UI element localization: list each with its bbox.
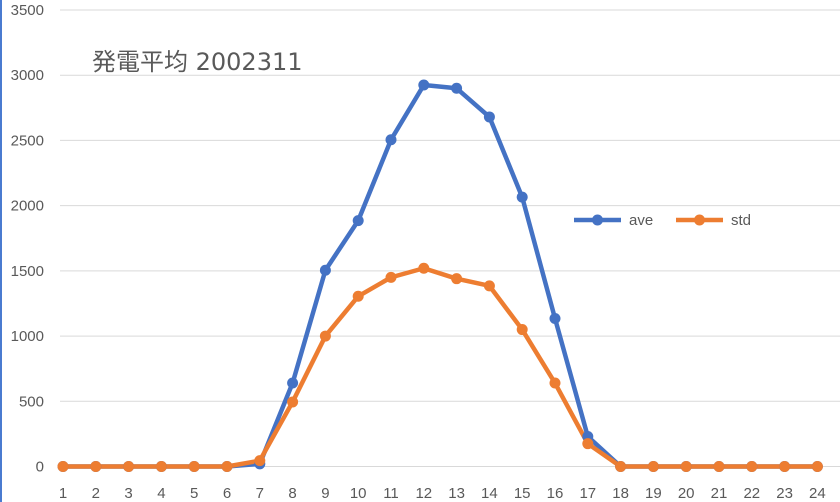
gridlines [60, 9, 840, 467]
chart-title: 発電平均 2002311 [92, 48, 303, 76]
point-ave [451, 82, 463, 94]
x-tick-label: 23 [776, 485, 793, 502]
x-tick-label: 22 [743, 485, 760, 502]
point-std [516, 324, 528, 336]
point-ave [352, 215, 364, 227]
point-ave [418, 79, 430, 91]
point-std [647, 461, 659, 472]
plot-border-left [0, 0, 2, 502]
y-tick-label: 1000 [11, 328, 44, 345]
point-std [779, 461, 791, 472]
point-std [155, 461, 167, 472]
point-std [90, 461, 102, 472]
x-tick-label: 18 [612, 485, 629, 502]
x-tick-label: 4 [157, 485, 165, 502]
y-tick-label: 3500 [11, 2, 44, 19]
point-std [57, 461, 69, 472]
x-tick-label: 12 [415, 485, 432, 502]
point-std [680, 461, 692, 472]
x-tick-label: 13 [448, 485, 465, 502]
x-tick-label: 20 [678, 485, 695, 502]
point-std [615, 461, 627, 472]
legend-marker-ave [592, 214, 603, 226]
point-std [385, 271, 397, 283]
legend-label-ave: ave [629, 212, 653, 229]
point-std [483, 280, 495, 292]
x-tick-label: 19 [645, 485, 662, 502]
point-std [418, 262, 430, 274]
point-std [451, 273, 463, 285]
point-std [319, 330, 331, 342]
x-tick-label: 16 [547, 485, 564, 502]
y-tick-label: 500 [19, 393, 44, 410]
point-std [582, 438, 594, 450]
point-std [123, 461, 135, 472]
x-tick-label: 6 [223, 485, 231, 502]
point-ave [516, 191, 528, 203]
x-tick-label: 24 [809, 485, 826, 502]
legend-marker-std [694, 214, 705, 226]
point-std [549, 377, 561, 389]
y-axis-ticks: 0 500 1000 1500 2000 2500 3000 3500 [11, 2, 44, 476]
x-tick-label: 3 [124, 485, 132, 502]
series-layer [57, 79, 823, 472]
point-ave [549, 312, 561, 324]
y-tick-label: 2000 [11, 198, 44, 215]
point-std [221, 461, 233, 472]
legend-label-std: std [731, 212, 751, 229]
x-axis-ticks: 1 2 3 4 5 6 7 8 9 10 11 12 13 14 15 16 17 18 19 20 21 22 23 24 [59, 485, 826, 502]
x-tick-label: 15 [514, 485, 531, 502]
point-ave [287, 377, 299, 389]
point-std [352, 290, 364, 302]
y-tick-label: 1500 [11, 263, 44, 280]
y-tick-label: 0 [36, 459, 44, 476]
x-tick-label: 14 [481, 485, 498, 502]
y-tick-label: 2500 [11, 132, 44, 149]
x-tick-label: 7 [256, 485, 264, 502]
x-tick-label: 8 [288, 485, 296, 502]
x-tick-label: 10 [350, 485, 367, 502]
point-std [287, 396, 299, 408]
point-std [811, 461, 823, 472]
point-ave [483, 111, 495, 123]
x-tick-label: 5 [190, 485, 198, 502]
x-tick-label: 11 [383, 485, 399, 502]
x-tick-label: 1 [59, 485, 67, 502]
point-std [746, 461, 758, 472]
point-ave [385, 134, 397, 146]
point-std [254, 455, 266, 467]
point-ave [319, 264, 331, 276]
series-line-std [63, 265, 818, 469]
x-tick-label: 17 [579, 485, 596, 502]
x-tick-label: 21 [711, 485, 728, 502]
point-std [713, 461, 725, 472]
x-tick-label: 9 [321, 485, 329, 502]
y-tick-label: 3000 [11, 67, 44, 84]
legend: ave std [574, 212, 751, 229]
point-std [188, 461, 200, 472]
x-tick-label: 2 [92, 485, 100, 502]
